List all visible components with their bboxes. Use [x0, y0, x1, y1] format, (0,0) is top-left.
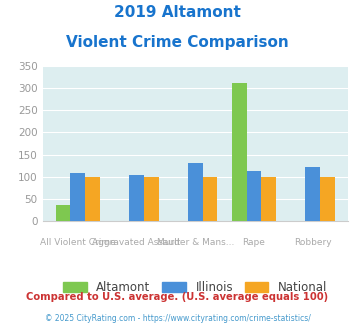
Bar	[261, 177, 276, 221]
Bar	[188, 163, 203, 221]
Text: Rape: Rape	[242, 238, 266, 247]
Text: All Violent Crime: All Violent Crime	[40, 238, 116, 247]
Bar	[71, 173, 85, 221]
Bar	[56, 205, 71, 221]
Text: Robbery: Robbery	[294, 238, 332, 247]
Legend: Altamont, Illinois, National: Altamont, Illinois, National	[59, 277, 332, 299]
Text: Aggravated Assault: Aggravated Assault	[92, 238, 181, 247]
Bar	[144, 177, 159, 221]
Text: 2019 Altamont: 2019 Altamont	[114, 5, 241, 20]
Bar	[247, 172, 261, 221]
Bar	[203, 177, 217, 221]
Bar	[129, 176, 144, 221]
Bar	[320, 177, 335, 221]
Text: © 2025 CityRating.com - https://www.cityrating.com/crime-statistics/: © 2025 CityRating.com - https://www.city…	[45, 314, 310, 323]
Text: Violent Crime Comparison: Violent Crime Comparison	[66, 35, 289, 50]
Text: Murder & Mans...: Murder & Mans...	[157, 238, 234, 247]
Bar	[305, 167, 320, 221]
Bar	[232, 83, 247, 221]
Bar	[85, 177, 100, 221]
Text: Compared to U.S. average. (U.S. average equals 100): Compared to U.S. average. (U.S. average …	[26, 292, 329, 302]
